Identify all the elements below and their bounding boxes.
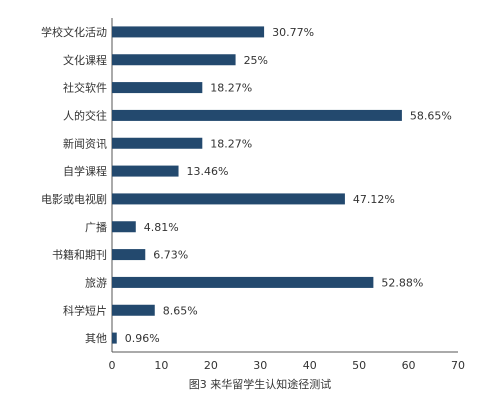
value-label: 13.46% bbox=[187, 165, 229, 178]
x-tick-label: 10 bbox=[154, 359, 168, 372]
category-label: 文化课程 bbox=[63, 53, 107, 67]
bar bbox=[112, 304, 155, 316]
category-label: 新闻资讯 bbox=[63, 136, 107, 150]
x-tick-label: 30 bbox=[253, 359, 267, 372]
category-label: 其他 bbox=[85, 332, 107, 345]
value-label: 52.88% bbox=[381, 276, 423, 289]
bar bbox=[112, 332, 117, 344]
bar bbox=[112, 193, 345, 205]
bar bbox=[112, 221, 136, 233]
value-label: 58.65% bbox=[410, 109, 452, 122]
value-label: 30.77% bbox=[272, 26, 314, 39]
value-label: 0.96% bbox=[125, 332, 160, 345]
bar bbox=[112, 276, 374, 288]
x-tick-label: 40 bbox=[303, 359, 317, 372]
bar bbox=[112, 109, 402, 121]
bar bbox=[112, 26, 265, 38]
bar bbox=[112, 249, 146, 261]
bar bbox=[112, 82, 203, 94]
value-label: 25% bbox=[244, 54, 268, 67]
bar bbox=[112, 54, 236, 66]
x-tick-label: 0 bbox=[109, 359, 116, 372]
category-label: 社交软件 bbox=[63, 81, 107, 95]
x-tick-label: 70 bbox=[451, 359, 465, 372]
value-label: 18.27% bbox=[210, 137, 252, 150]
chart-caption: 图3 来华留学生认知途径测试 bbox=[189, 377, 332, 391]
value-label: 8.65% bbox=[163, 304, 198, 317]
category-label: 旅游 bbox=[85, 275, 107, 289]
x-tick-label: 20 bbox=[204, 359, 218, 372]
value-label: 47.12% bbox=[353, 193, 395, 206]
category-label: 书籍和期刊 bbox=[52, 248, 107, 262]
value-label: 6.73% bbox=[153, 249, 188, 262]
category-label: 人的交往 bbox=[63, 108, 107, 122]
category-label: 广播 bbox=[85, 220, 107, 234]
x-tick-label: 60 bbox=[402, 359, 416, 372]
category-label: 学校文化活动 bbox=[41, 25, 107, 39]
bar bbox=[112, 165, 179, 177]
value-label: 18.27% bbox=[210, 82, 252, 95]
category-label: 科学短片 bbox=[63, 303, 107, 317]
bar bbox=[112, 137, 203, 149]
value-label: 4.81% bbox=[144, 221, 179, 234]
category-label: 电影或电视剧 bbox=[41, 192, 107, 206]
x-tick-label: 50 bbox=[352, 359, 366, 372]
category-label: 自学课程 bbox=[63, 164, 107, 178]
